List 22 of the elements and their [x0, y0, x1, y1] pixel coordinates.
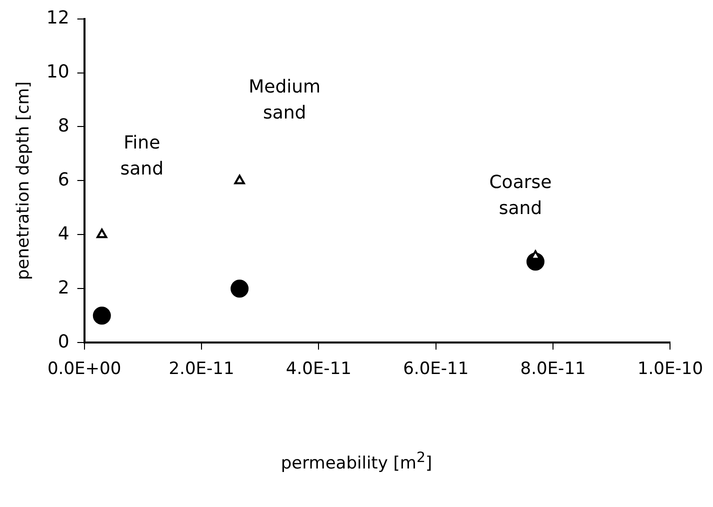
point: [96, 228, 108, 238]
x-tick-label: 2.0E-11: [168, 359, 234, 380]
point: [92, 306, 111, 325]
y-tick-label: 8: [58, 115, 70, 136]
x-tick-label: 1.0E-10: [637, 359, 703, 380]
x-tick-label: 6.0E-11: [403, 359, 469, 380]
x-tick-label: 0.0E+00: [47, 359, 122, 380]
y-axis-title: penetration depth [cm]: [14, 81, 34, 280]
x-axis-title: permeability [m$^{2}$]: [280, 450, 434, 474]
y-tick-label: 12: [46, 7, 70, 28]
y-tick-label: 6: [58, 169, 70, 190]
y-tick-label: 0: [58, 331, 70, 352]
annotation: Coarse sand: [489, 172, 552, 219]
y-tick-label: 2: [58, 277, 70, 298]
x-tick-label: 4.0E-11: [286, 359, 352, 380]
annotation: Fine sand: [120, 132, 164, 180]
y-tick-label: 10: [46, 61, 70, 82]
y-tick-label: 4: [58, 223, 70, 244]
annotation: Medium sand: [248, 76, 321, 124]
point: [234, 174, 245, 184]
x-tick-label: 8.0E-11: [520, 359, 586, 380]
point: [230, 280, 249, 298]
